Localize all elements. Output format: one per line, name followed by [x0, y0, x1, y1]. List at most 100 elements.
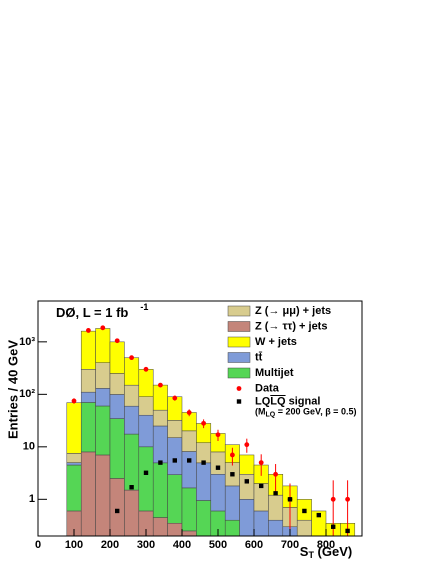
- histogram-segment: [80, 369, 96, 393]
- x-label-unit: (GeV): [314, 544, 352, 559]
- legend-swatch: [227, 367, 251, 379]
- legend-label: LQLQ signal: [255, 395, 320, 407]
- signal-point: [316, 512, 321, 518]
- y-axis-label: Entries / 40 GeV: [5, 340, 20, 439]
- signal-point: [259, 483, 264, 489]
- legend-marker: [236, 386, 242, 391]
- histogram-segment: [152, 517, 168, 536]
- legend-note: (MLQ = 200 GeV, β = 0.5): [255, 407, 356, 418]
- x-tick-label: 700: [281, 539, 299, 551]
- histogram-segment: [66, 462, 82, 466]
- histogram-segment: [95, 405, 111, 456]
- x-label-main: S: [300, 544, 309, 559]
- x-tick-label: 600: [245, 539, 263, 551]
- histogram-segment: [152, 425, 168, 464]
- y-tick-label: 10³: [19, 336, 35, 348]
- data-point: [158, 382, 163, 388]
- x-tick-label: 500: [209, 539, 227, 551]
- plot-area: [66, 325, 356, 556]
- signal-point: [158, 460, 163, 465]
- annotation-sup: -1: [140, 302, 148, 312]
- data-point: [143, 366, 149, 372]
- histogram-segment: [109, 418, 125, 479]
- histogram-segment: [66, 402, 82, 454]
- legend-note-part: = 200 GeV, β = 0.5): [275, 407, 356, 417]
- data-point: [258, 460, 264, 466]
- histogram-segment: [138, 414, 154, 448]
- legend-label: W + jets: [255, 336, 297, 348]
- data-point: [201, 420, 207, 426]
- legend-label: Z (→ μμ) + jets: [255, 305, 331, 317]
- legend-label: Multijet: [255, 367, 294, 379]
- annotation: DØ, L = 1 fb -1: [56, 302, 148, 320]
- data-point: [345, 496, 350, 502]
- legend-note-part: (M: [255, 407, 266, 417]
- histogram-segment: [80, 391, 96, 403]
- signal-point: [331, 524, 336, 529]
- histogram-segment: [268, 494, 284, 521]
- histogram-segment: [138, 396, 154, 416]
- signal-point: [345, 528, 350, 534]
- histogram-segment: [95, 388, 111, 407]
- signal-point: [187, 458, 192, 463]
- x-tick-label: 200: [101, 539, 119, 551]
- histogram-segment: [124, 357, 140, 386]
- histogram-segment: [138, 369, 154, 397]
- histogram-segment: [211, 552, 225, 556]
- histogram-segment: [196, 442, 212, 464]
- x-tick-label: 100: [65, 539, 83, 551]
- histogram-segment: [181, 487, 197, 532]
- histogram-segment: [239, 474, 255, 500]
- data-point: [215, 432, 221, 438]
- legend-label: Z (→ ττ) + jets: [255, 320, 327, 332]
- legend-label: tt̄: [255, 351, 263, 363]
- histogram-segment: [224, 485, 240, 521]
- signal-point: [302, 508, 307, 514]
- data-point: [114, 338, 120, 344]
- x-tick-label: 800: [317, 539, 335, 551]
- data-point: [330, 496, 336, 502]
- histogram-segment: [210, 451, 226, 475]
- histogram-segment: [109, 394, 125, 419]
- signal-point: [115, 508, 120, 514]
- legend-label: Data: [255, 382, 280, 394]
- histogram-segment: [167, 420, 183, 438]
- signal-point: [215, 465, 221, 470]
- histogram-segment: [95, 362, 111, 389]
- signal-point: [230, 472, 235, 477]
- legend-swatch: [227, 321, 251, 332]
- data-point: [100, 325, 106, 331]
- histogram-segment: [167, 437, 183, 475]
- frame: [37, 300, 363, 537]
- data-point: [172, 395, 178, 401]
- y-tick-label: 10²: [19, 388, 35, 400]
- histogram-segment: [66, 453, 82, 463]
- histogram-segment: [152, 409, 168, 427]
- legend-marker: [236, 399, 242, 404]
- signal-point: [172, 458, 177, 463]
- data-point: [273, 471, 278, 477]
- legend: Z (→ μμ) + jets Z (→ ττ) + jets W + jets tt…: [227, 305, 356, 418]
- histogram-segment: [124, 433, 140, 491]
- y-tick-label: 1: [29, 493, 35, 505]
- histogram-segment: [109, 341, 125, 374]
- data-point: [86, 328, 91, 333]
- y-tick-label: 10: [23, 441, 35, 453]
- legend-swatch: [227, 305, 251, 317]
- x-tick-label: 300: [137, 539, 155, 551]
- signal-point: [273, 491, 278, 496]
- histogram-segment: [66, 464, 82, 512]
- data-point: [230, 452, 235, 458]
- histogram-segment: [196, 462, 212, 501]
- histogram-segment: [210, 474, 226, 512]
- histogram-segment: [138, 446, 154, 512]
- data-point: [186, 410, 192, 415]
- x-axis-label: ST (GeV): [300, 544, 352, 560]
- annotation-text: DØ, L = 1 fb: [56, 305, 128, 320]
- signal-point: [143, 470, 149, 475]
- data-point: [129, 355, 135, 361]
- x-label-sub: T: [308, 550, 314, 560]
- histogram-segment: [95, 328, 111, 363]
- histogram-segment: [109, 373, 125, 395]
